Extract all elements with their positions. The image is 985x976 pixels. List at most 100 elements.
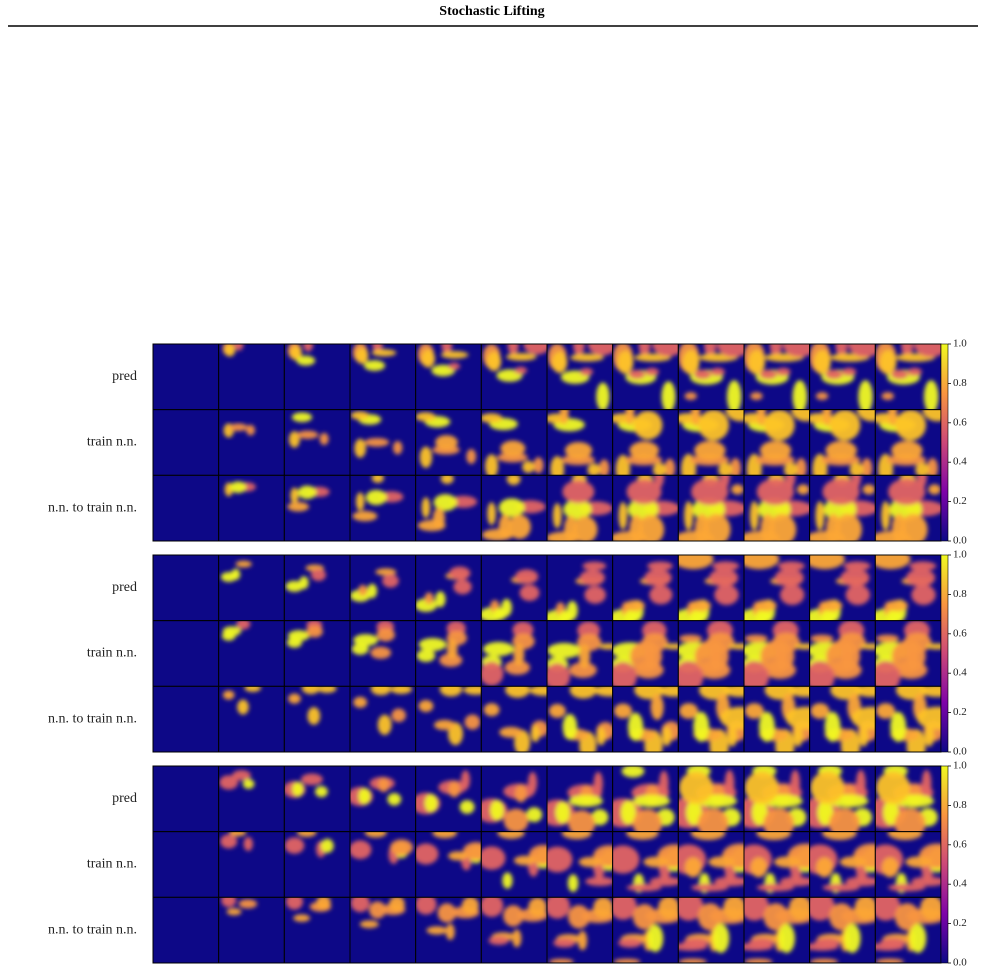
blob [661, 381, 676, 410]
blobs [415, 770, 475, 815]
blob [507, 344, 519, 356]
blob [561, 831, 592, 840]
field-image [677, 896, 745, 964]
blob [612, 845, 640, 874]
blob [684, 392, 697, 401]
blob [824, 711, 841, 742]
field-image [612, 765, 679, 833]
blob [678, 634, 703, 643]
blobs [744, 344, 810, 410]
blobs [417, 344, 469, 377]
field-image [480, 620, 548, 687]
blob [691, 478, 729, 506]
blob [219, 775, 239, 790]
blob [389, 897, 405, 913]
blobs [612, 620, 679, 687]
blob [858, 380, 873, 410]
blob [809, 897, 835, 921]
blob [418, 699, 434, 713]
blob [229, 423, 248, 432]
blob [759, 440, 792, 461]
blob [350, 411, 370, 420]
blob [887, 831, 923, 841]
blobs [481, 621, 535, 686]
field-image [546, 554, 614, 622]
blob [690, 831, 726, 841]
blobs [416, 620, 468, 667]
blob [448, 781, 461, 798]
blob [849, 462, 864, 476]
colorbar [940, 765, 949, 964]
blob [723, 897, 744, 921]
blobs [809, 620, 876, 687]
image-bg [153, 475, 219, 541]
blobs [875, 409, 941, 476]
blob [315, 785, 328, 798]
blob [587, 344, 613, 356]
field-image [283, 896, 351, 964]
blob [418, 638, 447, 652]
blob [888, 478, 926, 506]
blob [922, 409, 941, 422]
blob [617, 350, 634, 375]
blob [439, 686, 463, 697]
blob [756, 409, 766, 427]
blob [548, 958, 574, 963]
blob [371, 475, 384, 484]
blob [790, 769, 801, 798]
field-image [283, 343, 351, 411]
blob [776, 367, 791, 376]
blob [756, 831, 792, 841]
blob [822, 831, 857, 841]
blob [857, 409, 876, 422]
blob [894, 903, 920, 931]
blob [303, 344, 314, 352]
blob [843, 923, 861, 954]
blob [424, 592, 434, 605]
blob [796, 484, 810, 495]
field-image [349, 831, 417, 898]
blob [647, 924, 664, 953]
blob [760, 639, 795, 673]
field-image [743, 620, 811, 687]
blob [643, 856, 669, 868]
blob [513, 855, 536, 866]
blobs [350, 411, 403, 458]
header-title: Stochastic Lifting [439, 4, 544, 19]
blob [460, 770, 471, 790]
field-image [677, 620, 745, 687]
field-image [283, 409, 351, 476]
blob [879, 349, 897, 375]
blob [628, 369, 646, 379]
row-label: n.n. to train n.n. [48, 711, 137, 726]
blob [229, 481, 247, 494]
field-image [743, 831, 811, 898]
blob [364, 831, 387, 838]
blob [777, 561, 805, 571]
field-image [283, 831, 351, 898]
blobs [809, 344, 876, 410]
field-image [480, 896, 548, 964]
blobs [350, 776, 402, 807]
blob [481, 413, 503, 423]
blobs [875, 555, 937, 621]
blob [416, 649, 436, 662]
blob [512, 929, 522, 948]
field-image [218, 831, 285, 898]
blobs [809, 766, 873, 832]
blob [482, 641, 515, 657]
blob [663, 643, 679, 650]
blobs [288, 412, 329, 448]
blob [222, 626, 242, 637]
blob [875, 958, 904, 963]
blob [391, 708, 406, 723]
blob [816, 857, 834, 878]
blobs [678, 409, 744, 476]
blobs [809, 409, 876, 476]
blob [860, 643, 876, 650]
field-image [809, 554, 876, 622]
blob [698, 409, 730, 441]
blob [810, 634, 834, 643]
blob [350, 897, 370, 913]
blob [440, 475, 454, 485]
